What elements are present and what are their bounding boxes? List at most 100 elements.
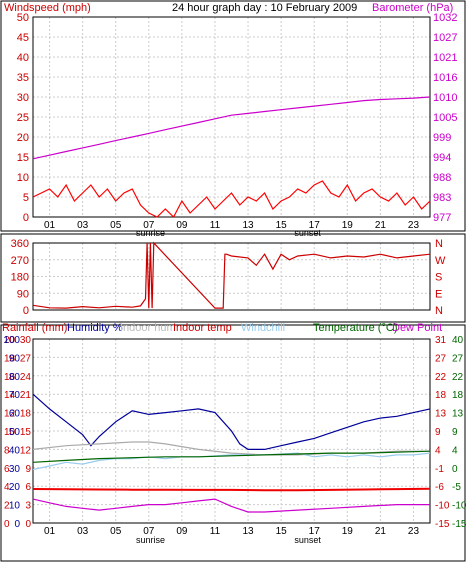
hour-tick-label: 03 <box>77 526 89 537</box>
left-tick-label: 30 <box>20 335 32 346</box>
left-tick-label: 24 <box>20 372 32 383</box>
direction-tick-label: 90 <box>17 288 29 300</box>
hour-tick-label: 23 <box>408 526 420 537</box>
chart-title: 24 hour graph day : 10 February 2009 <box>172 2 357 14</box>
panel-2-frame <box>0 233 466 323</box>
legend-humidity: Humidity % <box>67 322 123 334</box>
windspeed-tick-label: 45 <box>17 32 29 44</box>
series-line-humidity- <box>32 393 431 450</box>
left-tick-label: 60 <box>9 409 21 420</box>
left-tick-label: 27 <box>20 353 32 364</box>
windspeed-tick-label: 15 <box>17 152 29 164</box>
legend-temperature: Temperature (°C) <box>313 322 397 334</box>
windspeed-tick-label: 10 <box>17 172 29 184</box>
right-tick-label: 18 <box>452 390 464 401</box>
right-tick-label: -1 <box>435 464 444 475</box>
left-tick-label: 9 <box>25 464 31 475</box>
left-tick-label: 6 <box>25 482 31 493</box>
compass-tick-label: W <box>435 255 446 267</box>
right-tick-label: -10 <box>452 501 467 512</box>
left-tick-label: 0 <box>14 519 20 530</box>
left-tick-label: 8 <box>4 445 10 456</box>
left-tick-label: 80 <box>9 372 21 383</box>
hour-tick-label: 09 <box>176 220 188 231</box>
hour-tick-label: 13 <box>242 526 254 537</box>
legend-dewpoint: Dew Point <box>392 322 442 334</box>
hour-tick-label: 13 <box>242 220 254 231</box>
hour-tick-label: 05 <box>110 220 122 231</box>
windspeed-tick-label: 0 <box>23 212 29 224</box>
barometer-tick-label: 977 <box>433 212 451 224</box>
series-line-dew-point <box>32 498 430 513</box>
windspeed-tick-label: 20 <box>17 132 29 144</box>
barometer-tick-label: 983 <box>433 192 451 204</box>
right-tick-label: -15 <box>435 519 450 530</box>
left-tick-label: 10 <box>4 427 16 438</box>
hour-tick-label: 05 <box>110 526 122 537</box>
legend-indoor-temp: Indoor temp <box>173 322 232 334</box>
left-tick-label: 12 <box>20 445 32 456</box>
left-tick-label: 15 <box>20 427 32 438</box>
series-line-indoor-temp <box>32 487 431 492</box>
direction-tick-label: 0 <box>23 305 29 317</box>
left-tick-label: 12 <box>4 409 16 420</box>
right-tick-label: 0 <box>452 464 458 475</box>
sunset-marker: sunset <box>294 535 321 545</box>
barometer-tick-label: 1005 <box>433 112 457 124</box>
panel-3-frame <box>0 324 466 562</box>
windspeed-tick-label: 30 <box>17 92 29 104</box>
barometer-tick-label: 1010 <box>433 92 457 104</box>
series-line-wind-direction <box>32 241 431 309</box>
direction-tick-label: 270 <box>11 255 29 267</box>
windspeed-tick-label: 50 <box>17 12 29 24</box>
left-tick-label: 20 <box>9 482 21 493</box>
right-tick-label: 13 <box>435 409 447 420</box>
hour-tick-label: 01 <box>44 526 56 537</box>
right-tick-label: 18 <box>435 390 447 401</box>
compass-tick-label: N <box>435 305 443 317</box>
barometer-tick-label: 999 <box>433 132 451 144</box>
left-tick-label: 50 <box>9 427 21 438</box>
windspeed-tick-label: 25 <box>17 112 29 124</box>
hour-tick-label: 23 <box>408 220 420 231</box>
left-tick-label: 20 <box>4 335 16 346</box>
panel-1-frame <box>0 0 466 232</box>
barometer-axis-label: Barometer (hPa) <box>372 2 453 14</box>
right-tick-label: 40 <box>452 335 464 346</box>
hour-tick-label: 15 <box>276 526 288 537</box>
left-tick-label: 14 <box>4 390 16 401</box>
right-tick-label: 9 <box>435 427 441 438</box>
sunrise-marker: sunrise <box>136 535 165 545</box>
hour-tick-label: 11 <box>210 220 221 231</box>
hour-tick-label: 03 <box>77 220 89 231</box>
plot-area-1 <box>32 16 431 218</box>
hour-tick-label: 15 <box>276 220 288 231</box>
left-tick-label: 18 <box>4 353 16 364</box>
hour-tick-label: 21 <box>375 220 387 231</box>
left-tick-label: 18 <box>20 409 32 420</box>
compass-tick-label: N <box>435 238 443 250</box>
sunset-marker: sunset <box>294 228 321 238</box>
left-tick-label: 0 <box>25 519 31 530</box>
barometer-tick-label: 1021 <box>433 52 457 64</box>
left-tick-label: 100 <box>3 335 20 346</box>
compass-tick-label: S <box>435 272 442 284</box>
left-tick-label: 4 <box>4 482 10 493</box>
hour-tick-label: 17 <box>309 526 321 537</box>
right-tick-label: 13 <box>452 409 464 420</box>
left-tick-label: 90 <box>9 353 21 364</box>
series-line-barometer <box>32 96 431 160</box>
right-tick-label: 4 <box>435 445 441 456</box>
left-tick-label: 2 <box>4 501 10 512</box>
left-tick-label: 3 <box>25 501 31 512</box>
barometer-tick-label: 988 <box>433 172 451 184</box>
windspeed-tick-label: 40 <box>17 52 29 64</box>
left-tick-label: 70 <box>9 390 21 401</box>
left-tick-label: 6 <box>4 464 10 475</box>
right-tick-label: -6 <box>435 482 444 493</box>
left-tick-label: 10 <box>9 501 21 512</box>
hour-tick-label: 19 <box>342 526 354 537</box>
legend-rainfall: Rainfall (mm) <box>2 322 67 334</box>
